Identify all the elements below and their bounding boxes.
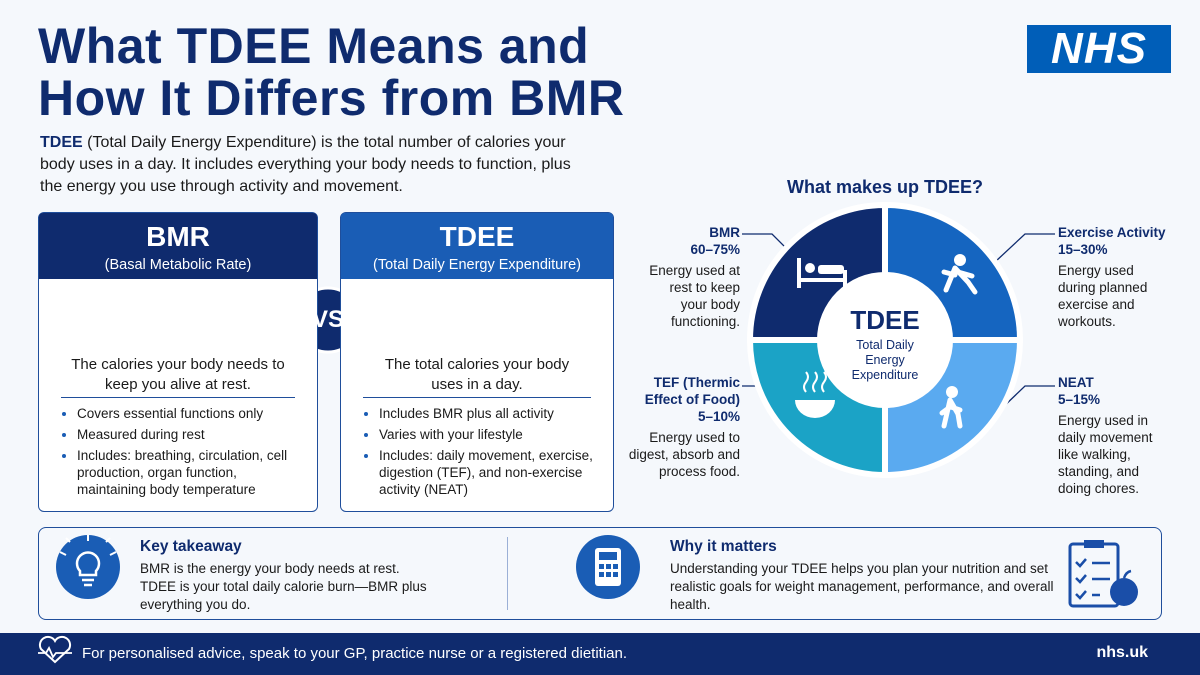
donut-center-title: TDEE (850, 305, 920, 335)
segment-description: Energy used to digest, absorb and proces… (628, 430, 740, 479)
card-summary: The total calories your body uses in a d… (384, 356, 570, 393)
segment-label: Exercise Activity 15–30% Energy used durin… (1058, 224, 1188, 330)
takeaway: Key takeaway BMR is the energy your body … (140, 538, 430, 614)
footer-link[interactable]: nhs.uk (1096, 644, 1148, 661)
donut-center-subtitle: Total Daily Energy Expenditure (851, 338, 919, 382)
takeaway-text: BMR is the energy your body needs at res… (140, 561, 427, 612)
bullet: Covers essential functions only (77, 405, 307, 422)
vs-label: VS (311, 306, 344, 333)
segment-label: BMR 60–75% Energy used at rest to keep you… (610, 224, 740, 330)
segment-range: 5–15% (1058, 392, 1101, 407)
segment-description: Energy used in daily movement like walki… (1058, 413, 1153, 496)
card-summary: The calories your body needs to keep you… (71, 356, 285, 393)
card-subtitle: (Basal Metabolic Rate) (104, 257, 252, 273)
takeaway-title: Key takeaway (140, 538, 242, 555)
bullet-list: Includes BMR plus all activity Varies wit… (355, 405, 603, 502)
donut-heading: What makes up TDEE? (786, 177, 984, 197)
footer-bar (0, 633, 1200, 675)
donut-icons (795, 254, 978, 429)
segment-range: 60–75% (690, 242, 740, 257)
segment-label: TEF (Thermic Effect of Food) 5–10% Energy … (610, 374, 740, 480)
takeaway: Why it matters Understanding your TDEE he… (670, 538, 1055, 614)
bmr-card: BMR (Basal Metabolic Rate) The calories y… (38, 212, 318, 512)
segment-description: Energy used during planned exercise and … (1058, 263, 1148, 329)
segment-label: NEAT 5–15% Energy used in daily movement l… (1058, 374, 1188, 497)
takeaway-title: Why it matters (670, 538, 777, 555)
bullet: Measured during rest (77, 426, 307, 443)
title: What TDEE Means and (38, 18, 590, 74)
bullet: Includes: breathing, circulation, cell p… (77, 447, 307, 498)
bullet: Includes: daily movement, exercise, dige… (379, 447, 603, 498)
tdee-card: TDEE (Total Daily Energy Expenditure) The… (340, 212, 614, 512)
takeaway-box (38, 527, 1162, 620)
title: How It Differs from BMR (38, 70, 625, 126)
bullet-list: Covers essential functions only Measured … (53, 405, 307, 502)
heart-icon (38, 635, 72, 664)
bottom-icons (56, 535, 1138, 608)
segment-name: TEF (Thermic Effect of Food) (644, 375, 740, 407)
intro-text: (Total Daily Energy Expenditure) is the … (40, 134, 571, 195)
card-subtitle: (Total Daily Energy Expenditure) (373, 257, 581, 273)
bullet: Includes BMR plus all activity (379, 405, 603, 422)
segment-description: Energy used at rest to keep your body fu… (649, 263, 740, 329)
segment-range: 5–10% (697, 409, 740, 424)
intro-term: TDEE (40, 134, 83, 151)
bullet: Varies with your lifestyle (379, 426, 603, 443)
segment-name: NEAT (1058, 375, 1094, 390)
segment-name: Exercise Activity (1058, 225, 1166, 240)
intro: TDEE (Total Daily Energy Expenditure) is… (40, 132, 585, 198)
footer-text: For personalised advice, speak to your G… (82, 645, 628, 662)
card-title: BMR (146, 221, 210, 252)
nhs-logo: NHS (1027, 25, 1171, 73)
card-title: TDEE (439, 221, 515, 252)
segment-name: BMR (709, 225, 740, 240)
takeaway-text: Understanding your TDEE helps you plan y… (670, 561, 1054, 612)
segment-range: 15–30% (1058, 242, 1108, 257)
